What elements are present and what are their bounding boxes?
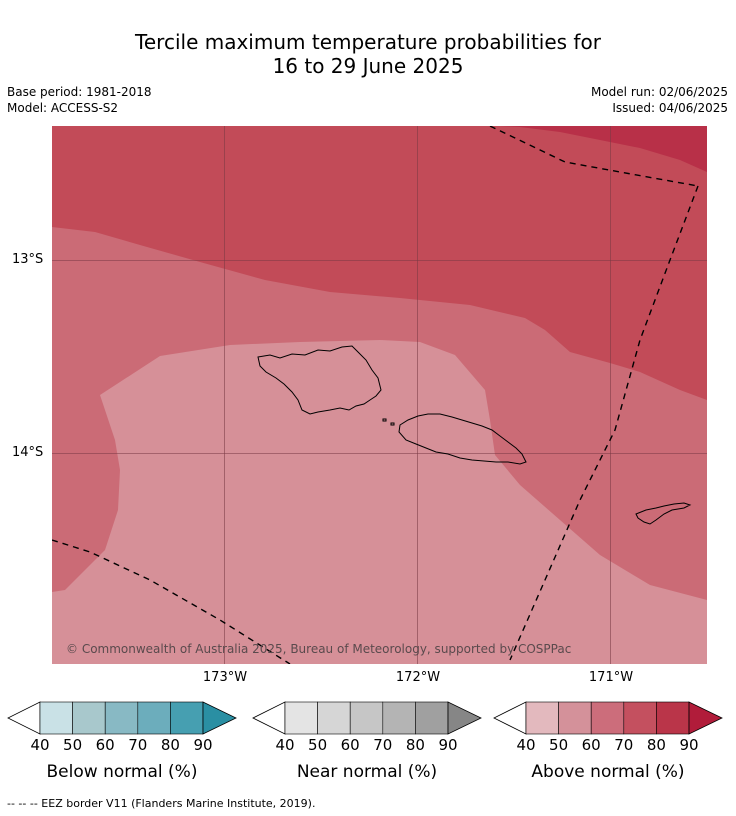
colorbar-tick-label: 40 bbox=[30, 736, 50, 754]
colorbar-above-normal bbox=[493, 700, 723, 736]
colorbar-segment bbox=[623, 701, 657, 735]
eez-border-east bbox=[509, 185, 699, 661]
lon-label-171w: 171°W bbox=[588, 670, 634, 685]
colorbar-svg bbox=[252, 701, 482, 735]
colorbar-segment bbox=[72, 701, 106, 735]
island-savaii bbox=[257, 345, 382, 415]
chart-title: Tercile maximum temperature probabilitie… bbox=[0, 30, 736, 78]
colorbar-segment bbox=[284, 701, 318, 735]
model-name: Model: ACCESS-S2 bbox=[7, 101, 119, 115]
base-period: Base period: 1981-2018 bbox=[7, 85, 152, 99]
meta-left: Base period: 1981-2018 Model: ACCESS-S2 bbox=[7, 84, 152, 116]
colorbar-segment bbox=[590, 701, 625, 735]
colorbar-extend-low bbox=[493, 701, 527, 735]
eez-borders bbox=[52, 126, 699, 664]
colorbar-extend-low bbox=[7, 701, 41, 735]
issued-date: Issued: 04/06/2025 bbox=[612, 101, 728, 115]
colorbar-segment bbox=[382, 701, 416, 735]
colorbar-segment bbox=[525, 701, 559, 735]
colorbar-svg bbox=[493, 701, 723, 735]
colorbar-tick-label: 70 bbox=[614, 736, 634, 754]
colorbar-tick-label: 80 bbox=[405, 736, 425, 754]
coastlines bbox=[257, 345, 692, 525]
colorbar-tick-label: 50 bbox=[308, 736, 328, 754]
colorbar-tick-label: 70 bbox=[128, 736, 148, 754]
colorbar-segment bbox=[137, 701, 171, 735]
chart-title-line2: 16 to 29 June 2025 bbox=[272, 54, 464, 78]
gridlines bbox=[52, 126, 707, 664]
colorbar-segment bbox=[170, 701, 204, 735]
colorbar-tick-label: 40 bbox=[275, 736, 295, 754]
colorbar-below-normal bbox=[7, 700, 237, 736]
colorbar-tick-label: 90 bbox=[193, 736, 213, 754]
colorbar-tick-label: 60 bbox=[95, 736, 115, 754]
colorbar-tick-label: 50 bbox=[63, 736, 83, 754]
eez-legend-footer: -- -- -- EEZ border V11 (Flanders Marine… bbox=[7, 797, 316, 810]
colorbar-tick-label: 50 bbox=[549, 736, 569, 754]
colorbar-svg bbox=[7, 701, 237, 735]
colorbar-segment bbox=[558, 701, 592, 735]
eez-border-north bbox=[489, 126, 699, 187]
colorbar-label-below: Below normal (%) bbox=[46, 762, 198, 782]
colorbar-tick-label: 90 bbox=[438, 736, 458, 754]
island-apolima bbox=[382, 418, 387, 422]
colorbar-extend-low bbox=[252, 701, 286, 735]
meta-right: Model run: 02/06/2025 Issued: 04/06/2025 bbox=[591, 84, 728, 116]
colorbar-tick-label: 60 bbox=[340, 736, 360, 754]
eez-border-southwest bbox=[52, 539, 291, 664]
island-upolu bbox=[398, 413, 527, 465]
lat-label-13s: 13°S bbox=[12, 252, 44, 267]
lon-label-173w: 173°W bbox=[202, 670, 248, 685]
colorbar-tick-label: 90 bbox=[679, 736, 699, 754]
colorbar-tick-label: 80 bbox=[646, 736, 666, 754]
colorbar-tick-label: 40 bbox=[516, 736, 536, 754]
colorbar-extend-high bbox=[202, 701, 237, 735]
colorbar-tick-label: 80 bbox=[160, 736, 180, 754]
colorbar-segment bbox=[317, 701, 351, 735]
colorbar-tick-label: 70 bbox=[373, 736, 393, 754]
colorbar-extend-high bbox=[688, 701, 723, 735]
colorbar-extend-high bbox=[447, 701, 482, 735]
band-70-80 bbox=[52, 126, 707, 400]
island-manono bbox=[390, 422, 395, 426]
colorbar-segment bbox=[656, 701, 690, 735]
band-80-90 bbox=[500, 126, 707, 172]
island-tutuila bbox=[635, 502, 692, 525]
map-plot-area bbox=[52, 126, 707, 664]
colorbar-segment bbox=[349, 701, 384, 735]
colorbar-near-normal bbox=[252, 700, 482, 736]
chart-title-line1: Tercile maximum temperature probabilitie… bbox=[135, 30, 601, 54]
copyright-notice: © Commonwealth of Australia 2025, Bureau… bbox=[66, 642, 572, 656]
colorbar-segment bbox=[415, 701, 449, 735]
colorbar-segment bbox=[104, 701, 139, 735]
model-run: Model run: 02/06/2025 bbox=[590, 85, 728, 99]
lon-label-172w: 172°W bbox=[395, 670, 441, 685]
colorbar-tick-label: 60 bbox=[581, 736, 601, 754]
colorbar-label-above: Above normal (%) bbox=[531, 762, 685, 782]
colorbar-label-near: Near normal (%) bbox=[296, 762, 438, 782]
lat-label-14s: 14°S bbox=[12, 445, 44, 460]
colorbar-segment bbox=[39, 701, 73, 735]
